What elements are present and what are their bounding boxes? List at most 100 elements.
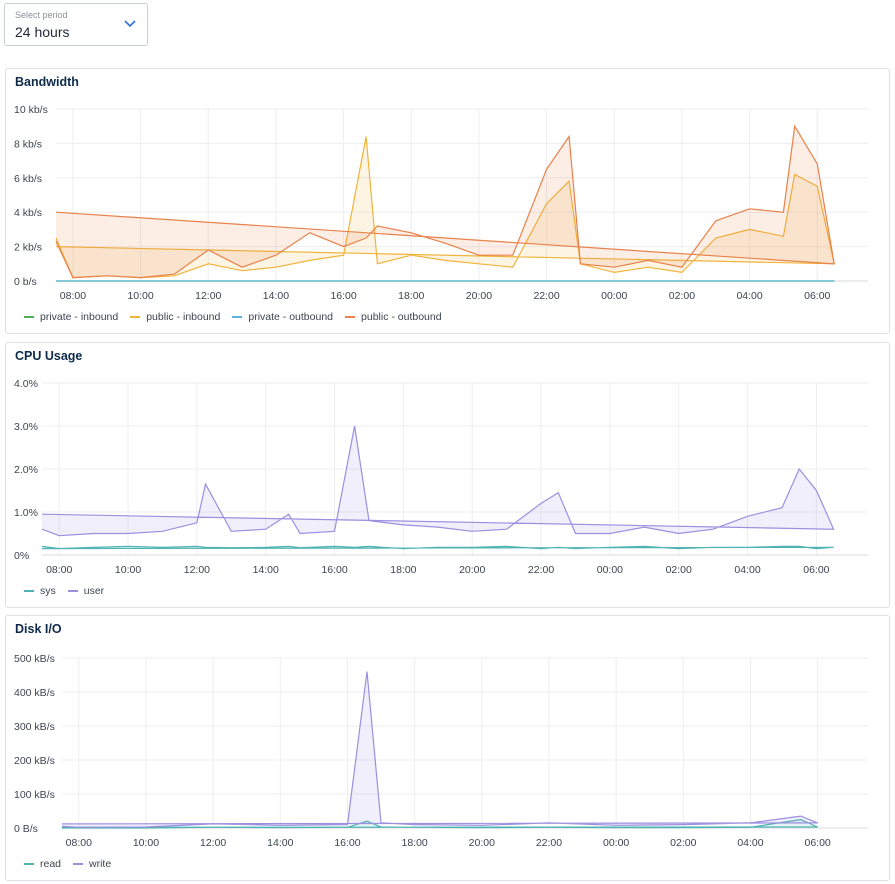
chart-legend: sys user <box>24 585 104 597</box>
x-tick-label: 06:00 <box>804 290 830 302</box>
y-tick-label: 2 kb/s <box>14 242 42 254</box>
disk-io-chart: 500 kB/s 400 kB/s 300 kB/s 200 kB/s 100 kB/s… <box>14 653 868 849</box>
x-tick-label: 10:00 <box>115 564 141 576</box>
legend-item[interactable]: write <box>73 858 111 870</box>
y-tick-label: 1.0% <box>14 507 38 519</box>
x-tick-label: 08:00 <box>46 564 72 576</box>
y-tick-label: 4 kb/s <box>14 207 42 219</box>
x-tick-label: 18:00 <box>398 290 424 302</box>
series-line-user <box>41 425 835 537</box>
panel-title: Bandwidth <box>15 75 79 89</box>
series-area-public-outbound <box>56 126 835 281</box>
legend-label: sys <box>40 585 56 597</box>
x-tick-label: 18:00 <box>390 564 416 576</box>
legend-label: private - outbound <box>248 311 334 323</box>
cpu-chart: 4.0% 3.0% 2.0% 1.0% 0% 08:00 10:00 12:00 14:00 16… <box>14 378 868 576</box>
period-label: Select period <box>15 10 68 20</box>
legend-swatch <box>130 316 141 318</box>
x-tick-label: 04:00 <box>734 564 760 576</box>
cpu-panel: CPU Usage 4.0% 3.0% 2.0% 1.0% 0% 08:00 10:00 12… <box>5 342 890 608</box>
legend-swatch <box>345 316 356 318</box>
x-tick-label: 18:00 <box>401 837 427 849</box>
x-tick-label: 14:00 <box>267 837 293 849</box>
panel-title: Disk I/O <box>15 622 62 636</box>
series-line-read <box>61 818 818 829</box>
x-tick-label: 00:00 <box>603 837 629 849</box>
disk-io-panel: Disk I/O 500 kB/s 400 kB/s 300 kB/s 200 kB/… <box>5 615 890 881</box>
series-line-public-outbound <box>55 124 835 279</box>
legend-swatch <box>67 590 78 592</box>
series-line-write <box>61 671 818 828</box>
y-tick-label: 4.0% <box>14 378 38 390</box>
x-tick-label: 20:00 <box>466 290 492 302</box>
x-tick-label: 22:00 <box>536 837 562 849</box>
legend-label: public - outbound <box>361 311 442 323</box>
series-line-public-inbound <box>55 136 835 279</box>
y-tick-label: 100 kB/s <box>14 789 55 801</box>
x-tick-label: 16:00 <box>330 290 356 302</box>
x-tick-label: 10:00 <box>133 837 159 849</box>
bandwidth-chart: 10 kb/s 8 kb/s 6 kb/s 4 kb/s 2 kb/s 0 b/s 08:0… <box>14 104 868 302</box>
legend-swatch <box>24 863 34 865</box>
y-tick-label: 3.0% <box>14 421 38 433</box>
legend-swatch <box>24 590 34 592</box>
x-tick-label: 04:00 <box>737 837 763 849</box>
y-tick-label: 0 B/s <box>14 823 38 835</box>
y-tick-label: 200 kB/s <box>14 755 55 767</box>
x-tick-label: 04:00 <box>736 290 762 302</box>
x-tick-label: 00:00 <box>597 564 623 576</box>
legend-item[interactable]: public - outbound <box>345 311 442 323</box>
y-tick-label: 500 kB/s <box>14 653 55 665</box>
period-select[interactable]: Select period 24 hours <box>4 3 148 46</box>
legend-swatch <box>73 863 84 865</box>
legend-item[interactable]: read <box>24 858 61 870</box>
bandwidth-panel: Bandwidth 10 kb/s 8 kb/s 6 kb/s 4 kb/s 2 kb/… <box>5 68 890 334</box>
x-tick-label: 22:00 <box>533 290 559 302</box>
chart-legend: private - inbound public - inbound private… <box>24 311 442 323</box>
legend-swatch <box>24 316 34 318</box>
x-tick-label: 16:00 <box>321 564 347 576</box>
y-tick-label: 0% <box>14 550 29 562</box>
x-tick-label: 06:00 <box>804 837 830 849</box>
x-tick-label: 12:00 <box>184 564 210 576</box>
legend-item[interactable]: private - outbound <box>232 311 333 323</box>
y-tick-label: 8 kb/s <box>14 138 42 150</box>
y-tick-label: 400 kB/s <box>14 687 55 699</box>
legend-label: user <box>83 585 105 597</box>
x-tick-label: 08:00 <box>66 837 92 849</box>
legend-item[interactable]: private - inbound <box>24 311 118 323</box>
panel-title: CPU Usage <box>15 349 83 363</box>
x-tick-label: 02:00 <box>669 290 695 302</box>
x-tick-label: 00:00 <box>601 290 627 302</box>
legend-label: public - inbound <box>146 311 221 323</box>
chart-legend: read write <box>24 858 111 870</box>
x-tick-label: 16:00 <box>334 837 360 849</box>
x-tick-label: 12:00 <box>200 837 226 849</box>
x-tick-label: 08:00 <box>60 290 86 302</box>
chevron-down-icon <box>124 20 136 28</box>
x-tick-label: 14:00 <box>253 564 279 576</box>
x-tick-label: 12:00 <box>195 290 221 302</box>
x-tick-label: 20:00 <box>469 837 495 849</box>
legend-label: private - inbound <box>40 311 119 323</box>
x-tick-label: 06:00 <box>803 564 829 576</box>
x-tick-label: 02:00 <box>670 837 696 849</box>
series-area-public-inbound <box>56 136 835 281</box>
legend-label: write <box>89 858 112 870</box>
legend-item[interactable]: public - inbound <box>130 311 220 323</box>
period-value: 24 hours <box>15 24 70 40</box>
x-tick-label: 10:00 <box>127 290 153 302</box>
y-tick-label: 300 kB/s <box>14 721 55 733</box>
y-tick-label: 2.0% <box>14 464 38 476</box>
legend-item[interactable]: sys <box>24 585 56 597</box>
legend-label: read <box>40 858 62 870</box>
legend-item[interactable]: user <box>67 585 105 597</box>
legend-swatch <box>232 316 243 318</box>
series-line-sys <box>41 545 834 550</box>
x-tick-label: 20:00 <box>459 564 485 576</box>
y-tick-label: 6 kb/s <box>14 173 42 185</box>
series-area-user <box>42 426 834 555</box>
y-tick-label: 0 b/s <box>14 276 37 288</box>
x-tick-label: 02:00 <box>666 564 692 576</box>
x-tick-label: 22:00 <box>528 564 554 576</box>
